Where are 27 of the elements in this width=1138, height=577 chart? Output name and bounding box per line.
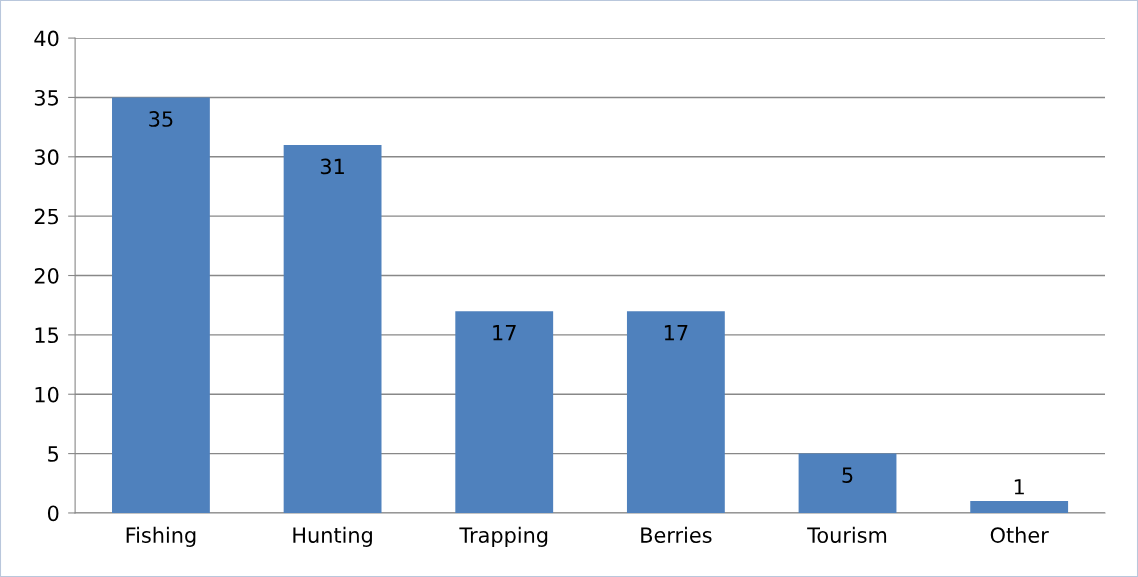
data-label: 35 xyxy=(149,111,173,127)
y-tick-label: 35 xyxy=(34,89,59,106)
x-tick-label: Other xyxy=(990,526,1049,543)
bar xyxy=(798,453,897,513)
x-tick-label: Fishing xyxy=(126,526,196,547)
x-tick-label: Trapping xyxy=(459,526,548,547)
y-tick-label: 0 xyxy=(47,505,59,522)
x-tick-label: Hunting xyxy=(293,526,372,547)
data-label: 31 xyxy=(320,158,344,175)
y-tick-label: 15 xyxy=(35,327,59,344)
y-tick-label: 40 xyxy=(34,30,59,47)
bar xyxy=(626,311,725,513)
y-tick-label: 5 xyxy=(48,446,59,462)
data-label: 1 xyxy=(1014,479,1024,495)
y-tick-label: 10 xyxy=(35,386,59,403)
data-label: 17 xyxy=(493,325,516,341)
data-label: 5 xyxy=(842,467,853,484)
data-label: 17 xyxy=(664,325,688,341)
bar xyxy=(455,311,554,513)
y-tick-label: 30 xyxy=(34,149,59,166)
y-tick-label: 25 xyxy=(34,208,59,225)
y-tick-label: 20 xyxy=(34,267,59,284)
x-tick-label: Berries xyxy=(641,526,712,543)
x-tick-label: Tourism xyxy=(807,526,887,543)
bar xyxy=(970,501,1069,513)
bar xyxy=(283,144,382,513)
bar xyxy=(112,97,210,513)
